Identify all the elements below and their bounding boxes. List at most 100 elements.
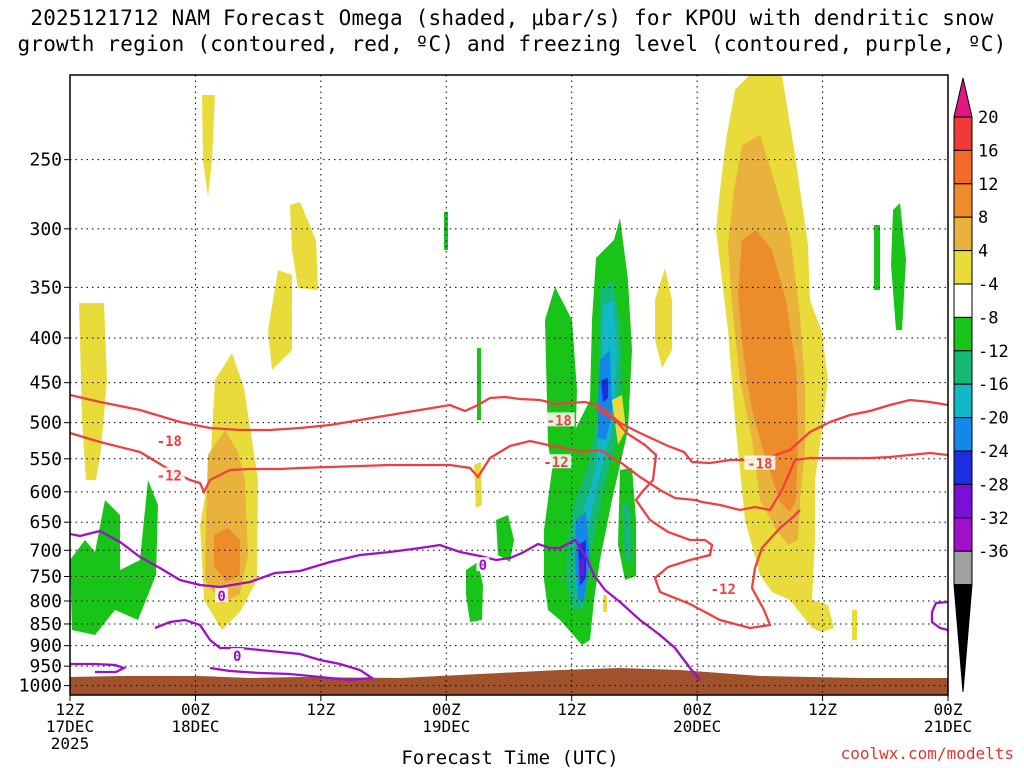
contour-freezing-left — [70, 662, 127, 674]
contour-label-bg — [707, 580, 739, 595]
omega-region — [891, 203, 906, 330]
x-tick-label: 12Z — [56, 700, 85, 719]
x-tick-label: 00Z — [934, 700, 963, 719]
colorbar-label: -20 — [978, 409, 1009, 429]
contour-labels: -18 -12 -18 -12 -18 -12 0 0 0 — [153, 412, 776, 665]
x-tick-label: 18DEC — [171, 717, 219, 736]
colorbar-swatch — [953, 350, 973, 385]
colorbar-swatch — [953, 316, 973, 352]
colorbar-swatch — [953, 250, 973, 285]
omega-region — [290, 202, 318, 290]
omega-region — [852, 610, 857, 640]
y-tick-label: 400 — [29, 328, 62, 349]
colorbar-label: -12 — [978, 342, 1009, 362]
colorbar-label: 8 — [978, 208, 988, 228]
contour-label-bg — [230, 648, 244, 663]
contour-freezing-upper — [70, 529, 701, 681]
colorbar-swatch — [953, 283, 973, 318]
omega-region — [444, 212, 448, 250]
y-tick-label: 950 — [29, 656, 62, 677]
y-tick-label: 850 — [29, 614, 62, 635]
colorbar-label: 4 — [978, 242, 988, 262]
omega-region — [601, 378, 608, 402]
contour-label-bg — [215, 588, 229, 603]
y-tick-label: 250 — [29, 150, 62, 171]
colorbar-swatch — [953, 383, 973, 419]
omega-region — [268, 270, 292, 370]
contour-dgz-minus12-lobe — [594, 407, 801, 630]
y-tick-label: 800 — [29, 591, 62, 612]
colorbar: 20 16 12 8 4 -4 -8 -12 -16 -20 -24 -28 -32 -36 — [953, 77, 1009, 693]
contour-dgz-minus18 — [70, 393, 948, 465]
x-tick-label: 12Z — [808, 700, 837, 719]
y-tick-label: 500 — [29, 413, 62, 434]
colorbar-swatch — [953, 517, 973, 552]
omega-region — [874, 225, 880, 290]
y-axis: 2503003504004505005506006507007508008509… — [19, 150, 70, 697]
colorbar-label: -36 — [978, 542, 1009, 562]
terrain-ground — [70, 668, 948, 695]
x-axis-label: Forecast Time (UTC) — [401, 747, 618, 768]
colorbar-label: -8 — [978, 308, 998, 328]
colorbar-swatch — [953, 483, 973, 519]
colorbar-label: 20 — [978, 108, 998, 128]
x-tick-label: 12Z — [306, 700, 335, 719]
colorbar-top-arrow — [953, 77, 973, 118]
y-tick-label: 450 — [29, 373, 62, 394]
omega-region — [474, 462, 482, 508]
colorbar-label: -28 — [978, 475, 1009, 495]
omega-region — [79, 303, 107, 480]
colorbar-swatch — [953, 450, 973, 485]
y-tick-label: 600 — [29, 482, 62, 503]
colorbar-label: -4 — [978, 275, 998, 295]
omega-region — [70, 480, 158, 635]
plot-frame — [69, 74, 949, 696]
contour-label: -18 — [157, 434, 182, 450]
omega-region — [202, 95, 215, 197]
colorbar-label: 12 — [978, 175, 998, 195]
omega-shading — [70, 75, 948, 695]
contour-label: -18 — [747, 457, 772, 473]
colorbar-swatch — [953, 550, 973, 586]
omega-region — [579, 558, 584, 578]
contour-label: 0 — [479, 558, 487, 574]
colorbar-swatch — [953, 149, 973, 185]
contour-label: -12 — [157, 469, 182, 485]
contour-freezing-lower — [154, 618, 376, 682]
contour-label: -12 — [711, 582, 736, 598]
colorbar-label: -16 — [978, 375, 1009, 395]
y-tick-label: 900 — [29, 636, 62, 657]
x-tick-label: 21DEC — [924, 717, 972, 736]
colorbar-label: -32 — [978, 509, 1009, 529]
contour-label: -12 — [543, 455, 568, 471]
contour-label-bg — [543, 412, 575, 427]
contour-label: 0 — [217, 589, 225, 605]
x-tick-label: 00Z — [432, 700, 461, 719]
contour-label-bg — [153, 467, 185, 482]
x-tick-label: 20DEC — [673, 717, 721, 736]
colorbar-label: -24 — [978, 442, 1009, 462]
omega-region — [622, 502, 632, 562]
colorbar-swatch — [953, 183, 973, 218]
y-tick-label: 1000 — [19, 676, 62, 697]
chart-title-line-1: 2025121712 NAM Forecast Omega (shaded, μ… — [30, 6, 994, 30]
omega-region — [477, 348, 481, 420]
x-tick-label: 17DEC — [46, 717, 94, 736]
x-tick-label: 00Z — [683, 700, 712, 719]
chart-title-line-2: growth region (contoured, red, ºC) and f… — [17, 32, 1007, 56]
contour-label-bg — [476, 557, 490, 572]
contour-label-bg — [540, 454, 572, 469]
contour-freezing-right — [930, 600, 948, 632]
x-tick-label: 19DEC — [422, 717, 470, 736]
y-tick-label: 750 — [29, 566, 62, 587]
omega-region — [738, 230, 798, 512]
y-tick-label: 650 — [29, 512, 62, 533]
contour-label-bg — [744, 455, 776, 470]
source-credit: coolwx.com/modelts — [840, 744, 1014, 763]
x-tick-label: 12Z — [557, 700, 586, 719]
colorbar-label: 16 — [978, 141, 998, 161]
y-tick-label: 550 — [29, 449, 62, 470]
colorbar-bottom-arrow — [953, 584, 973, 693]
